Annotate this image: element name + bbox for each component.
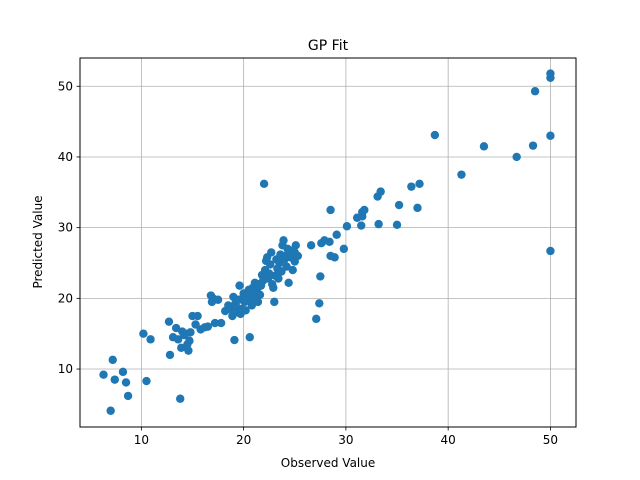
- scatter-point: [316, 272, 325, 281]
- scatter-point: [332, 230, 341, 239]
- scatter-point: [270, 297, 279, 307]
- scatter-point: [193, 311, 202, 321]
- y-axis-label: Predicted Value: [31, 195, 45, 288]
- scatter-point: [291, 241, 300, 250]
- scatter-point: [376, 187, 385, 196]
- scatter-point: [279, 236, 288, 245]
- scatter-point: [407, 182, 416, 191]
- scatter-point: [230, 335, 239, 345]
- scatter-point: [339, 244, 349, 254]
- scatter-point: [358, 212, 367, 221]
- scatter-point: [99, 370, 108, 379]
- scatter-point: [177, 343, 186, 353]
- scatter-point: [528, 141, 538, 150]
- scatter-point: [176, 394, 185, 403]
- scatter-point: [121, 378, 131, 387]
- scatter-point: [210, 318, 220, 328]
- scatter-point: [530, 87, 540, 96]
- scatter-point: [203, 322, 213, 331]
- scatter-point: [142, 376, 151, 386]
- scatter-point: [325, 237, 334, 246]
- scatter-point: [546, 131, 555, 140]
- x-tick-label: 40: [441, 433, 456, 447]
- scatter-point: [430, 130, 440, 140]
- scatter-point: [118, 367, 128, 377]
- scatter-point: [216, 318, 226, 328]
- scatter-point: [394, 200, 404, 210]
- y-tick-label: 20: [58, 291, 73, 305]
- plot-frame: [79, 57, 577, 428]
- scatter-point: [253, 297, 263, 307]
- scatter-point: [110, 375, 119, 384]
- scatter-point: [415, 179, 424, 189]
- scatter-point: [235, 281, 244, 290]
- scatter-point: [479, 142, 489, 151]
- scatter-point: [267, 248, 276, 257]
- scatter-point: [164, 317, 174, 326]
- scatter-point: [255, 290, 265, 300]
- scatter-point: [213, 295, 223, 304]
- x-axis-label: Observed Value: [281, 456, 376, 470]
- scatter-point: [392, 220, 402, 230]
- scatter-point: [269, 283, 278, 292]
- scatter-point: [247, 301, 257, 310]
- x-tick-label: 50: [543, 433, 558, 447]
- chart-title: GP Fit: [308, 38, 349, 54]
- y-tick-label: 30: [58, 221, 73, 235]
- y-axis-ticks: 10 20 30 40 50: [58, 79, 80, 376]
- scatter-point: [315, 299, 324, 308]
- scatter-point: [312, 314, 321, 324]
- scatter-point: [139, 329, 148, 338]
- scatter-point: [342, 222, 352, 231]
- scatter-point: [274, 274, 283, 283]
- scatter-point: [374, 219, 383, 229]
- scatter-point: [512, 152, 521, 162]
- scatter-point: [326, 205, 335, 215]
- scatter-point: [357, 221, 366, 230]
- scatter-point: [293, 251, 303, 261]
- x-axis-ticks: 10 20 30 40 50: [134, 427, 558, 447]
- x-tick-label: 20: [236, 433, 251, 447]
- scatter-point: [360, 205, 369, 215]
- data-points: [99, 69, 555, 415]
- scatter-point: [173, 335, 183, 344]
- scatter-point: [165, 350, 175, 360]
- y-tick-label: 50: [58, 79, 73, 93]
- y-tick-label: 10: [58, 362, 73, 376]
- scatter-point: [284, 278, 293, 287]
- scatter-point: [146, 335, 155, 344]
- scatter-point: [241, 306, 250, 315]
- scatter-point: [186, 328, 195, 337]
- scatter-point: [266, 260, 275, 269]
- scatter-point: [108, 355, 117, 365]
- scatter-point: [330, 253, 339, 262]
- scatter-point: [306, 241, 316, 250]
- y-tick-label: 40: [58, 150, 73, 164]
- scatter-point: [259, 179, 269, 189]
- scatter-point: [123, 391, 133, 401]
- scatter-point: [171, 323, 181, 333]
- x-tick-label: 10: [134, 433, 149, 447]
- scatter-point: [546, 73, 555, 82]
- scatter-point: [288, 265, 297, 275]
- scatter-point: [282, 262, 291, 271]
- scatter-point: [457, 170, 466, 179]
- grid-lines: [80, 58, 576, 427]
- scatter-point: [413, 203, 422, 213]
- scatter-point: [245, 333, 254, 342]
- scatter-point: [546, 246, 555, 256]
- x-tick-label: 30: [338, 433, 353, 447]
- scatter-point: [185, 336, 194, 345]
- scatter-point: [184, 346, 193, 355]
- scatter-point: [106, 406, 115, 415]
